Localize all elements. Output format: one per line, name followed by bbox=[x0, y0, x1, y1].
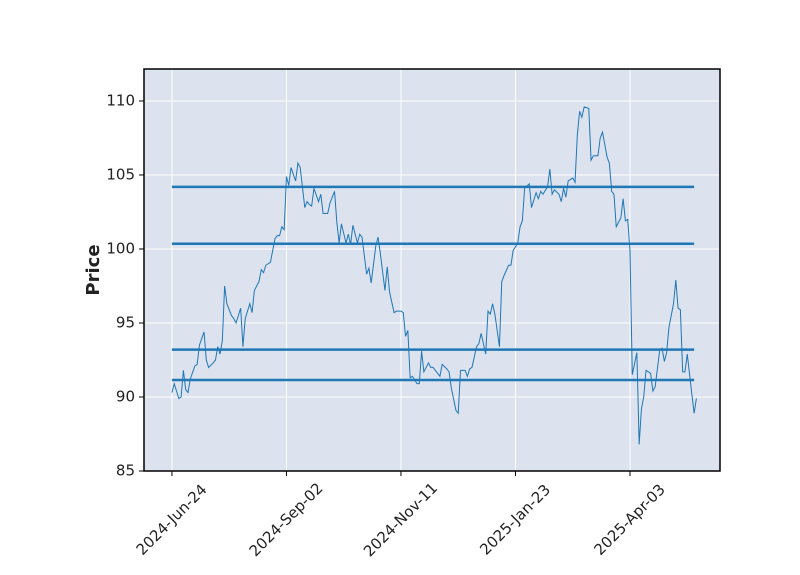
y-tick-label: 100 bbox=[106, 239, 135, 257]
x-tick-label: 2025-Jan-23 bbox=[476, 481, 554, 559]
y-tick-label: 85 bbox=[116, 462, 135, 480]
x-tick-label: 2024-Jun-24 bbox=[133, 481, 211, 559]
price-line bbox=[171, 106, 697, 445]
x-tick-label: 2024-Nov-11 bbox=[360, 479, 441, 560]
x-tick-label: 2025-Apr-03 bbox=[590, 480, 668, 558]
grid bbox=[144, 69, 720, 472]
y-tick-label: 105 bbox=[106, 165, 135, 183]
y-axis-label: Price bbox=[83, 244, 104, 295]
plot-area bbox=[144, 69, 720, 471]
y-tick-label: 90 bbox=[116, 387, 135, 405]
marks bbox=[171, 106, 697, 445]
x-tick-label: 2024-Sep-02 bbox=[246, 479, 327, 560]
y-tick-label: 110 bbox=[106, 91, 135, 109]
plot-frame bbox=[143, 68, 721, 472]
y-tick-label: 95 bbox=[116, 313, 135, 331]
